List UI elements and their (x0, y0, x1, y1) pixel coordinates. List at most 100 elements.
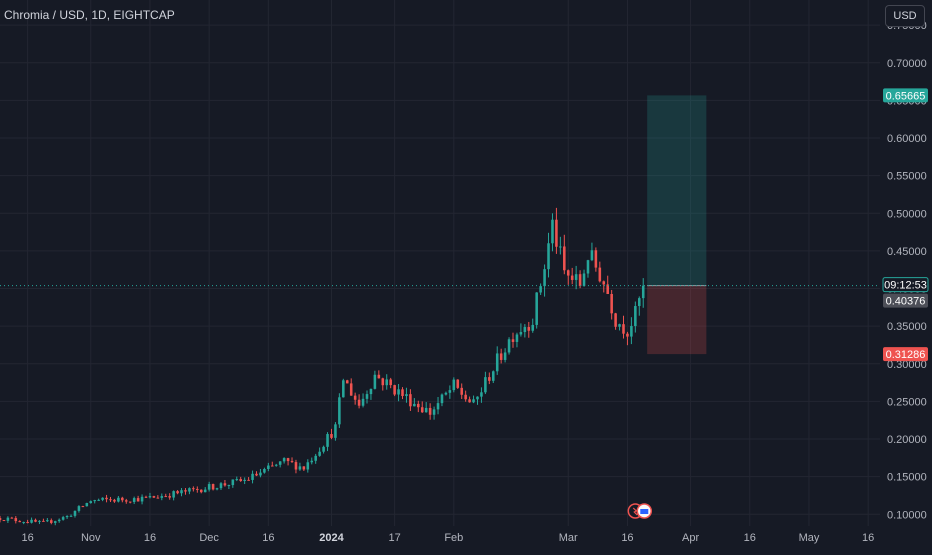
candle (511, 332, 515, 348)
candle-body (274, 464, 278, 466)
y-tick-label: 0.50000 (887, 208, 927, 220)
candle-body (594, 250, 598, 268)
candle-body (456, 379, 460, 388)
candle-body (81, 506, 85, 508)
candle (53, 520, 57, 526)
candle-body (26, 522, 29, 524)
candle-body (97, 499, 100, 501)
candle-body (89, 501, 93, 504)
candle-body (176, 491, 179, 494)
candle-body (574, 274, 578, 280)
candle (6, 516, 10, 524)
candle (22, 521, 25, 525)
candle-body (353, 395, 357, 400)
candle (598, 261, 602, 283)
candle (302, 466, 306, 471)
x-tick-label: 16 (21, 532, 33, 544)
candle-body (507, 339, 511, 353)
candle-body (18, 521, 22, 523)
candle-body (211, 484, 215, 490)
candle-body (282, 458, 286, 462)
x-tick-label: Apr (682, 532, 699, 544)
candle-body (294, 462, 298, 470)
candle (180, 487, 183, 497)
candle-body (199, 489, 203, 493)
price-label-box (883, 293, 928, 308)
x-tick-label: 17 (388, 532, 400, 544)
candle-body (527, 327, 531, 331)
candle (432, 406, 436, 420)
candle (46, 518, 49, 523)
candle-body (472, 399, 475, 403)
currency-button[interactable]: USD (885, 5, 925, 27)
candle (199, 489, 203, 494)
candle (196, 486, 199, 493)
price-label-countdown: 09:12:53 (882, 277, 929, 293)
candle (586, 259, 590, 278)
price-label-text: 09:12:53 (884, 280, 927, 292)
candle (314, 453, 317, 464)
candle (223, 479, 227, 487)
candle-body (397, 389, 400, 395)
candle (65, 515, 69, 519)
candle (389, 377, 392, 389)
candle-body (495, 353, 499, 372)
candle (128, 501, 132, 504)
candle (18, 520, 22, 523)
candle-body (503, 352, 507, 360)
candle (436, 396, 440, 415)
candle (57, 518, 61, 523)
candle (113, 498, 116, 503)
candle (235, 476, 239, 482)
candle-body (318, 451, 321, 456)
candle (231, 479, 235, 488)
x-tick-label: Nov (81, 532, 101, 544)
candle-body (223, 483, 227, 486)
candle-body (121, 497, 124, 501)
candle-body (468, 399, 471, 403)
candle-body (271, 465, 274, 467)
candle-body (570, 275, 574, 280)
candle-body (259, 472, 262, 476)
candle (274, 463, 278, 467)
candle (298, 462, 302, 471)
candle-body (582, 273, 586, 286)
candle-body (452, 379, 456, 391)
candle (172, 490, 175, 501)
price-label-last: 0.40376 (883, 293, 928, 308)
candle-body (156, 497, 160, 499)
y-tick-label: 0.60000 (887, 133, 927, 145)
candle (342, 378, 345, 398)
candle-body (389, 379, 392, 386)
candle-body (231, 479, 235, 486)
candle (547, 232, 550, 278)
candle-body (6, 517, 10, 521)
candle (247, 477, 250, 481)
candle (460, 383, 463, 400)
candle (373, 370, 377, 390)
price-label-box (883, 347, 928, 362)
candle-body (424, 407, 428, 413)
candle (566, 269, 570, 285)
candle-body (203, 489, 207, 493)
candle-body (586, 260, 590, 274)
candle (42, 518, 45, 522)
candle (444, 391, 448, 396)
candle (417, 400, 420, 413)
candle-body (365, 394, 369, 399)
candle (263, 467, 266, 474)
candle (401, 387, 404, 400)
candle (464, 390, 467, 402)
candle-body (0, 518, 2, 521)
candle-body (531, 324, 535, 331)
candle-body (73, 510, 77, 516)
candle (413, 398, 416, 407)
candle (480, 387, 483, 403)
candle-body (420, 407, 424, 413)
candle-body (491, 371, 495, 381)
candle-body (144, 496, 148, 498)
candle-body (132, 498, 136, 502)
candle-body (61, 517, 65, 520)
